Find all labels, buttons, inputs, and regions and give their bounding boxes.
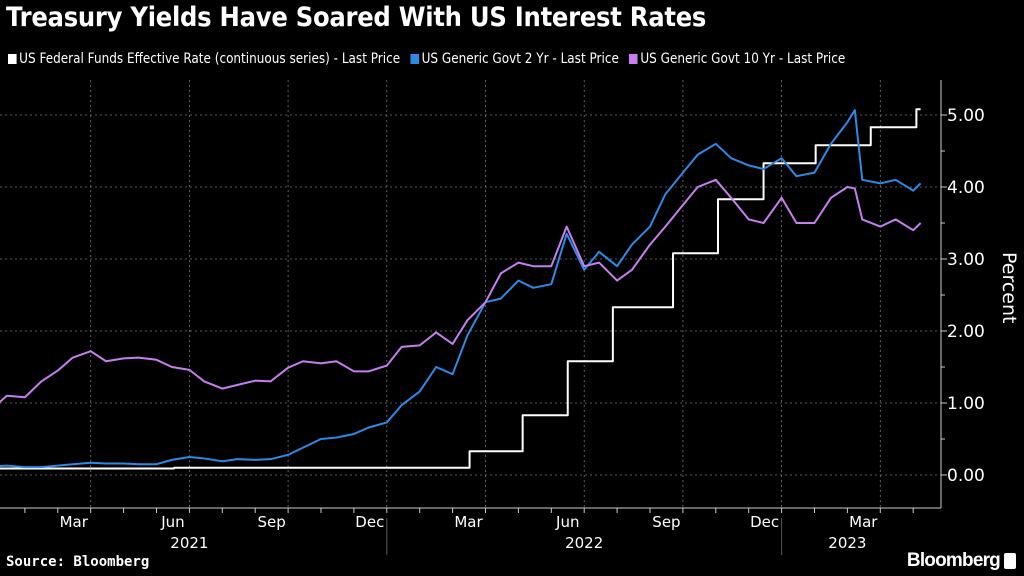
- source-note: Source: Bloomberg: [6, 554, 150, 570]
- series-line-1: [0, 108, 922, 469]
- legend-label: US Federal Funds Effective Rate (continu…: [19, 51, 401, 67]
- x-tick-label: Dec: [355, 513, 384, 531]
- y-axis-label: Percent: [998, 252, 1020, 324]
- y-tick-label: 3.00: [947, 250, 985, 270]
- x-tick-label: Sep: [652, 513, 680, 531]
- x-tick-label: Jun: [160, 513, 184, 531]
- y-tick-label: 1.00: [947, 394, 985, 414]
- y-tick-label: 5.00: [947, 106, 985, 126]
- bloomberg-logo: Bloomberg: [907, 550, 1016, 572]
- brand-name: Bloomberg: [906, 550, 1001, 571]
- bloomberg-terminal-icon: [1004, 553, 1016, 569]
- x-year-label: 2023: [828, 534, 866, 552]
- legend: US Federal Funds Effective Rate (continu…: [8, 51, 845, 67]
- x-year-label: 2021: [170, 534, 208, 552]
- x-tick-label: Mar: [60, 513, 89, 531]
- legend-item-2yr: US Generic Govt 2 Yr - Last Price: [410, 51, 619, 67]
- legend-swatch: [410, 54, 420, 64]
- y-tick-label: 0.00: [947, 466, 985, 486]
- y-tick-label: 4.00: [947, 178, 985, 198]
- legend-label: US Generic Govt 10 Yr - Last Price: [640, 51, 846, 67]
- series-line-0: [0, 108, 921, 470]
- x-tick-label: Mar: [849, 513, 878, 531]
- legend-swatch: [629, 54, 638, 64]
- x-tick-label: Mar: [454, 513, 483, 531]
- x-tick-label: Jun: [555, 513, 579, 531]
- x-tick-label: Dec: [750, 513, 779, 531]
- legend-item-fed-funds: US Federal Funds Effective Rate (continu…: [8, 51, 400, 67]
- legend-swatch: [8, 54, 17, 64]
- legend-item-10yr: US Generic Govt 10 Yr - Last Price: [629, 51, 845, 67]
- y-tick-label: 2.00: [947, 322, 985, 342]
- x-year-label: 2022: [565, 534, 603, 552]
- x-tick-label: Sep: [258, 513, 286, 531]
- legend-label: US Generic Govt 2 Yr - Last Price: [421, 51, 619, 67]
- chart-title: Treasury Yields Have Soared With US Inte…: [6, 2, 707, 33]
- series-line-2: [0, 178, 922, 404]
